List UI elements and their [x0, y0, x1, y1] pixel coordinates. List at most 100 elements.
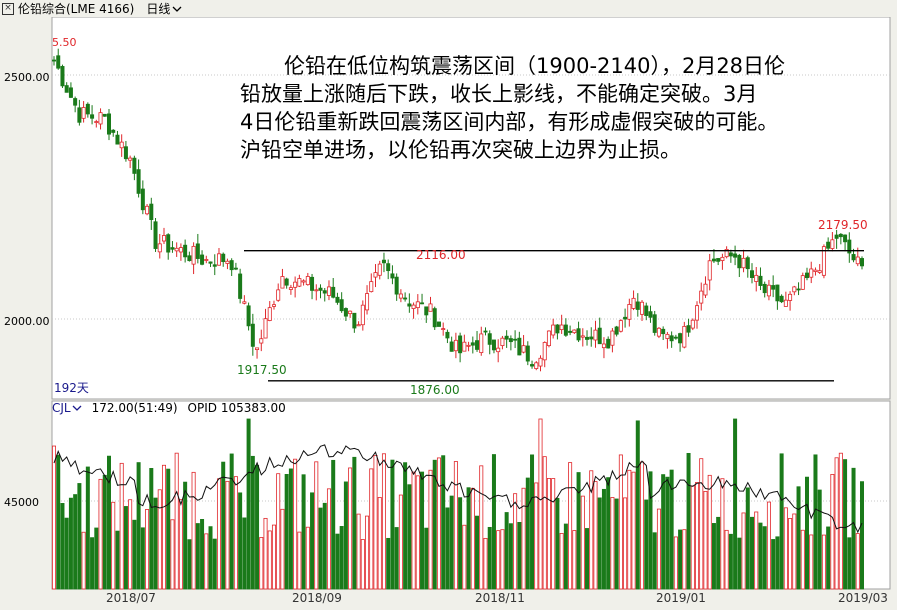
- candle-body: [322, 290, 327, 294]
- candle-body: [68, 87, 73, 98]
- candle-body: [631, 297, 636, 309]
- volume-bar: [64, 517, 69, 590]
- candle-body: [174, 247, 179, 252]
- volume-bar: [119, 462, 124, 590]
- candle-body: [551, 324, 556, 336]
- candle-body: [686, 325, 691, 333]
- volume-bar: [153, 497, 158, 590]
- candle-body: [52, 59, 57, 62]
- candle-body: [242, 301, 247, 304]
- volume-bar: [81, 531, 86, 590]
- volume-bar: [445, 507, 450, 590]
- candle-body: [737, 254, 742, 269]
- volume-bar: [525, 477, 530, 590]
- volume-bar: [779, 453, 784, 590]
- volume-bar: [462, 524, 467, 590]
- volume-bar: [682, 529, 687, 590]
- candle-body: [792, 286, 797, 293]
- candle-body: [200, 254, 205, 265]
- candle-body: [420, 302, 425, 305]
- volume-bar: [648, 471, 653, 590]
- volume-bar: [212, 538, 217, 590]
- candle-body: [145, 205, 150, 215]
- volume-bar: [386, 537, 391, 590]
- volume-bar: [580, 495, 585, 590]
- candle-body: [305, 276, 310, 286]
- x-tick-2018-09: 2018/09: [292, 591, 342, 605]
- x-tick-2019-01: 2019/01: [656, 591, 706, 605]
- candle-body: [369, 281, 374, 293]
- candle-body: [623, 316, 628, 320]
- candle-body: [77, 107, 82, 123]
- candle-body: [424, 306, 429, 316]
- candle-body: [500, 337, 505, 347]
- volume-bar: [301, 474, 306, 590]
- open-interest-value: OPID 105383.00: [187, 401, 286, 415]
- volume-bar: [225, 480, 230, 590]
- volume-bar: [271, 524, 276, 590]
- candle-body: [470, 342, 475, 346]
- volume-bar: [470, 487, 475, 590]
- candle-body: [73, 98, 78, 106]
- volume-bar: [420, 471, 425, 590]
- candle-body: [85, 103, 90, 115]
- candle-body: [458, 335, 463, 354]
- candle-body: [851, 254, 856, 261]
- price-panel: [51, 17, 891, 400]
- candle-body: [855, 256, 860, 265]
- volume-bar: [640, 461, 645, 590]
- volume-bar: [436, 457, 441, 590]
- candle-body: [656, 327, 661, 337]
- candle-body: [267, 307, 272, 321]
- candle-body: [821, 246, 826, 276]
- candle-body: [716, 258, 721, 262]
- volume-bar: [284, 474, 289, 590]
- volume-bar: [98, 478, 103, 590]
- period-selector[interactable]: 日线: [146, 0, 182, 17]
- volume-bar: [149, 468, 154, 590]
- volume-bar: [394, 527, 399, 590]
- close-icon[interactable]: ×: [2, 2, 14, 15]
- indicator-selector[interactable]: CJL: [52, 401, 82, 415]
- y-tick-2000: 2000.00: [4, 315, 50, 328]
- volume-bar: [513, 493, 518, 590]
- candle-body: [98, 112, 103, 125]
- volume-bar: [830, 473, 835, 590]
- candle-body: [310, 276, 315, 291]
- candle-body: [504, 335, 509, 340]
- candle-body: [750, 270, 755, 278]
- low-mid-price-label: 1876.00: [410, 383, 460, 397]
- candle-body: [390, 273, 395, 279]
- volume-bar: [73, 494, 78, 590]
- candle-body: [432, 308, 437, 328]
- candle-body: [115, 134, 120, 145]
- candle-body: [301, 280, 306, 283]
- volume-bar: [745, 487, 750, 590]
- volume-bar: [750, 516, 755, 590]
- volume-bar: [263, 517, 268, 590]
- volume-bar: [106, 455, 111, 590]
- volume-bar: [267, 530, 272, 590]
- volume-bar: [597, 497, 602, 590]
- candle-body: [335, 296, 340, 303]
- volume-bar: [77, 483, 82, 590]
- candle-body: [136, 169, 141, 194]
- candle-body: [255, 347, 260, 351]
- volume-bar: [585, 528, 590, 590]
- candle-body: [271, 304, 276, 307]
- volume-bar: [204, 533, 209, 590]
- volume-bar: [720, 478, 725, 590]
- volume-bar: [534, 482, 539, 590]
- price-chart[interactable]: 2500.00 2000.00 45000 5.50 2179.50 2116.…: [0, 17, 897, 610]
- volume-bar: [563, 523, 568, 590]
- volume-bar: [310, 492, 315, 590]
- candle-body: [183, 244, 188, 258]
- candle-body: [276, 289, 281, 301]
- volume-bar: [178, 499, 183, 590]
- volume-bar: [568, 462, 573, 590]
- volume-bar: [741, 512, 746, 590]
- volume-bar: [208, 526, 213, 590]
- candle-body: [809, 268, 814, 278]
- open-interest-line: [53, 444, 863, 534]
- chevron-down-icon: [172, 6, 182, 12]
